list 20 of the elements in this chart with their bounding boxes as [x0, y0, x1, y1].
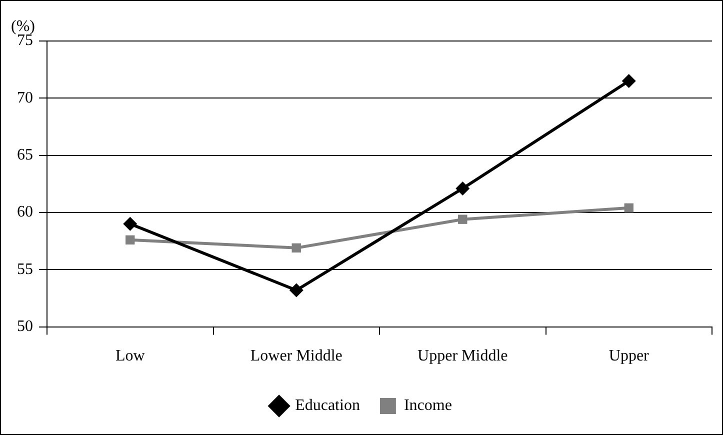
- point: [292, 243, 301, 253]
- y-axis-title: (%): [11, 18, 35, 36]
- point: [123, 216, 138, 231]
- x-tick-label: Upper Middle: [418, 348, 508, 365]
- y-tick-label: 65: [17, 146, 33, 164]
- point: [624, 203, 634, 213]
- point: [289, 283, 304, 298]
- y-tick-label: 60: [17, 204, 33, 221]
- legend-label: Education: [295, 397, 360, 414]
- y-tick-label: 55: [17, 260, 33, 278]
- legend-label: Income: [404, 397, 452, 414]
- y-tick-label: 50: [17, 318, 33, 336]
- x-tick-label: Lower Middle: [250, 348, 342, 365]
- point: [458, 214, 468, 224]
- x-tick-label: Low: [115, 348, 146, 365]
- point: [456, 181, 470, 196]
- y-tick-label: 70: [17, 89, 33, 106]
- point: [622, 74, 636, 88]
- point: [126, 235, 135, 245]
- x-tick-label: Upper: [608, 348, 650, 365]
